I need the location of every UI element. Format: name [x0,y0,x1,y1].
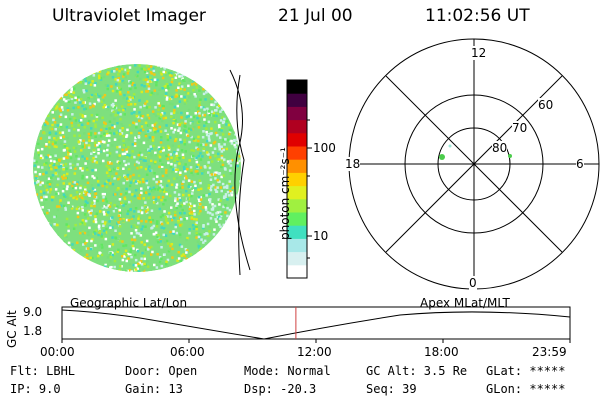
colorbar-segment [287,185,307,200]
colorbar-segment [287,159,307,173]
polar-label-6: 6 [576,157,584,171]
timeline-tick-label: 23:59 [532,345,567,359]
info-seq: Seq: 39 [366,382,417,396]
polar-label-0: 0 [469,276,477,290]
timeline-tick-label: 18:00 [424,345,459,359]
colorbar-segment [287,172,307,187]
colorbar-segment [287,251,307,266]
colorbar-segment [287,119,307,134]
lat-label-80: 80 [492,141,508,155]
polar-label-18: 18 [345,157,361,171]
info-mode: Mode: Normal [244,364,331,378]
limb-line [229,69,251,271]
info-door: Door: Open [125,364,198,378]
header-date: 21 Jul 00 [278,6,353,26]
colorbar-tick-100: 100 [313,141,336,155]
info-dsp: Dsp: -20.3 [244,382,317,396]
timeline-tick-label: 00:00 [40,345,75,359]
colorbar-segment [287,93,307,107]
header-time: 11:02:56 UT [425,6,530,26]
earth-disk [33,64,241,272]
timeline-tick-label: 12:00 [297,345,332,359]
aurora-spot [448,144,452,148]
colorbar-segment [287,225,307,239]
timeline-y-max: 9.0 [23,305,43,319]
lat-label-60: 60 [538,98,554,112]
colorbar-segment [287,212,307,226]
colorbar-segment [287,198,307,213]
colorbar-tick-10: 10 [313,229,329,243]
info-glon: GLon: ***** [486,382,566,396]
info-flt: Flt: LBHL [10,364,76,378]
info-gc-alt: GC Alt: 3.5 Re [366,364,468,378]
info-glat: GLat: ***** [486,364,566,378]
polar-label-12: 12 [471,46,487,60]
colorbar [287,80,307,279]
info-ip: IP: 9.0 [10,382,61,396]
lat-label-70: 70 [512,121,528,135]
timeline-y-min: 1.8 [23,324,43,338]
orbit-altitude-curve [61,309,571,340]
colorbar-segment [287,264,307,279]
timeline-tick-label: 06:00 [170,345,205,359]
app-title: Ultraviolet Imager [52,6,206,26]
aurora-spot [439,154,445,160]
colorbar-segment [287,132,307,147]
info-gain: Gain: 13 [125,382,183,396]
colorbar-segment [287,146,307,160]
limb-line-2 [236,74,245,276]
aurora-spot [508,154,512,158]
colorbar-segment [287,80,307,94]
colorbar-segment [287,238,307,253]
colorbar-segment [287,106,307,121]
